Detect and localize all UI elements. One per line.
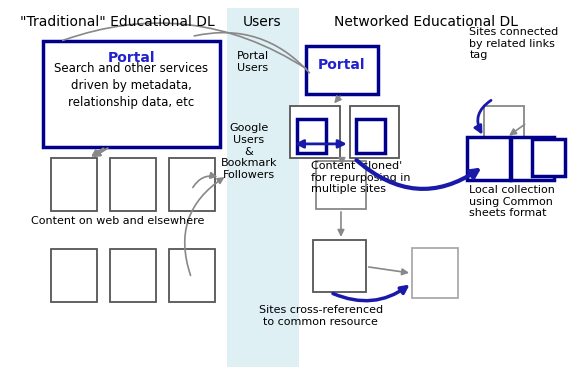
Bar [110,158,156,211]
Bar [290,105,340,158]
Bar [297,119,325,153]
Text: Content 'cloned'
for repurposing in
multiple sites: Content 'cloned' for repurposing in mult… [312,161,411,194]
Bar [510,137,554,180]
Bar [350,105,399,158]
Bar [51,158,97,211]
Bar [110,249,156,302]
Bar [316,161,366,209]
Bar [532,139,565,176]
Text: Portal
Users: Portal Users [237,51,269,72]
Bar [313,240,366,292]
Bar [169,158,216,211]
Bar [466,137,510,180]
Text: Local collection
using Common
sheets format: Local collection using Common sheets for… [469,185,555,218]
Text: Google
Users
&
Bookmark
Followers: Google Users & Bookmark Followers [221,123,277,180]
Bar [356,119,385,153]
Bar [51,249,97,302]
Text: Sites connected
by related links
tag: Sites connected by related links tag [469,27,559,60]
Bar [43,41,220,147]
Text: Networked Educational DL: Networked Educational DL [334,15,518,28]
Text: Portal: Portal [108,51,155,65]
Bar [306,46,379,94]
Text: "Traditional" Educational DL: "Traditional" Educational DL [20,15,215,28]
Bar [484,105,524,148]
Bar [412,248,458,298]
Bar [169,249,216,302]
Text: Portal: Portal [318,58,366,72]
Bar [227,8,299,367]
Text: Search and other services
driven by metadata,
relationship data, etc: Search and other services driven by meta… [54,62,208,110]
Text: Users: Users [243,15,281,28]
Text: Content on web and elsewhere: Content on web and elsewhere [31,216,205,226]
Text: Sites cross-referenced
to common resource: Sites cross-referenced to common resourc… [259,305,383,327]
